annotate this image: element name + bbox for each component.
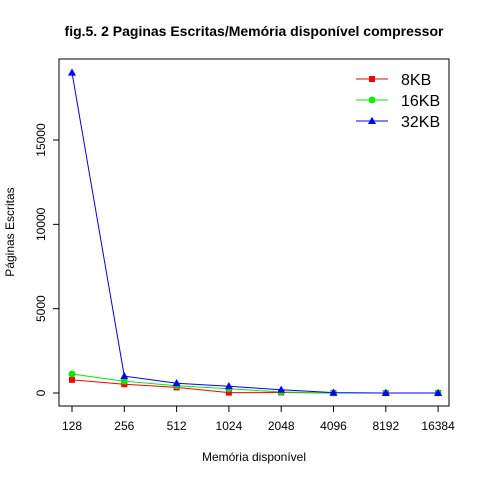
data-point-8kb <box>69 376 75 383</box>
legend-label-8kb: 8KB <box>401 72 431 89</box>
data-point-32kb <box>172 379 181 387</box>
legend-item-16kb: 16KB <box>356 93 440 110</box>
x-tick-label: 128 <box>62 419 82 433</box>
y-tick-label: 0 <box>34 389 48 396</box>
legend-marker-32kb <box>368 116 376 124</box>
x-tick-label: 2048 <box>268 419 295 433</box>
x-axis: 128 256 512 1024 2048 4096 8192 16384 <box>62 406 455 433</box>
data-point-16kb <box>120 377 128 385</box>
y-tick-label: 10000 <box>34 207 48 241</box>
legend-marker-8kb <box>369 76 375 82</box>
series-line-32kb <box>71 72 439 394</box>
legend-item-32kb: 32KB <box>356 114 440 131</box>
x-tick-label: 256 <box>114 419 134 433</box>
data-point-32kb <box>224 382 233 390</box>
data-point-32kb <box>381 388 390 396</box>
data-point-32kb <box>68 68 76 76</box>
data-point-32kb <box>277 385 286 393</box>
series-32kb <box>68 68 443 396</box>
legend-label-16kb: 16KB <box>401 93 440 110</box>
y-axis: 0 5000 10000 15000 <box>34 123 59 396</box>
x-tick-label: 512 <box>167 419 187 433</box>
x-tick-label: 16384 <box>421 419 455 433</box>
legend-item-8kb: 8KB <box>356 72 431 89</box>
data-point-32kb <box>434 388 443 396</box>
data-point-8kb <box>225 389 232 396</box>
x-tick-label: 1024 <box>216 419 243 433</box>
chart-title: fig.5. 2 Paginas Escritas/Memória dispon… <box>65 23 444 39</box>
series-layer <box>68 68 443 397</box>
data-point-32kb <box>329 388 338 396</box>
legend-marker-16kb <box>368 96 376 104</box>
y-tick-label: 5000 <box>34 295 48 322</box>
legend-label-32kb: 32KB <box>401 114 440 131</box>
x-axis-label: Memória disponível <box>202 450 306 464</box>
y-tick-label: 15000 <box>34 123 48 157</box>
legend: 8KB 16KB 32KB <box>356 72 440 131</box>
data-point-16kb <box>68 370 76 378</box>
x-tick-label: 8192 <box>372 419 399 433</box>
y-axis-label: Páginas Escritas <box>3 187 17 276</box>
x-tick-label: 4096 <box>320 419 347 433</box>
data-point-32kb <box>120 371 129 380</box>
plot-frame <box>58 58 450 407</box>
